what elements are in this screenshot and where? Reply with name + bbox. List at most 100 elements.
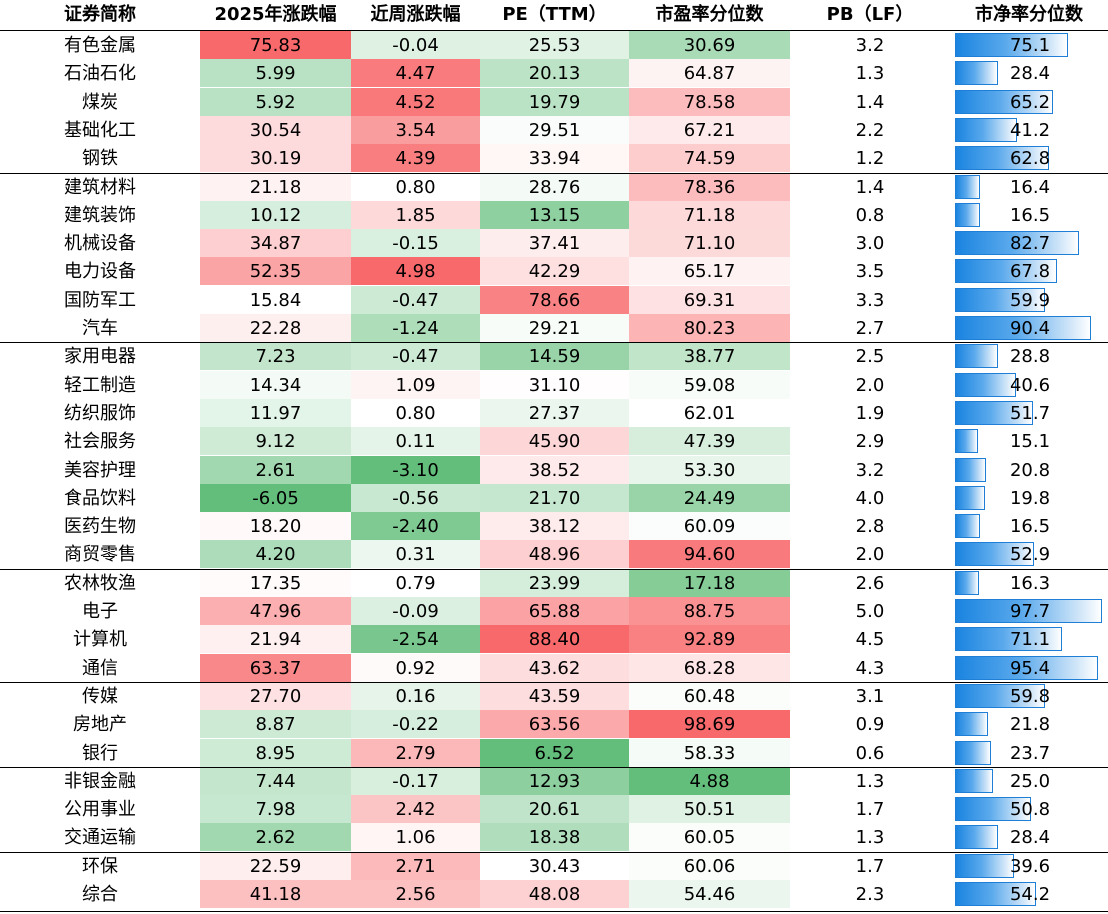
table-row: 房地产 8.87 -0.22 63.56 98.69 0.9 21.8 <box>0 710 1108 739</box>
pb-percentile-bar-track <box>955 457 1105 482</box>
cell-ytd-change: 21.18 <box>200 172 351 201</box>
cell-pb-percentile: 67.8 <box>1009 261 1051 283</box>
cell-ytd-change: 30.19 <box>200 144 351 173</box>
cell-pe-ttm: 45.90 <box>480 427 629 456</box>
cell-pb-percentile: 59.9 <box>1009 289 1051 311</box>
cell-pe-percentile: 59.08 <box>629 370 790 399</box>
cell-pe-percentile: 60.48 <box>629 681 790 710</box>
cell-pe-percentile: 17.18 <box>629 568 790 597</box>
cell-security-name: 银行 <box>82 742 118 764</box>
cell-pe-percentile: 69.31 <box>629 285 790 314</box>
pb-percentile-bar-track <box>955 316 1105 340</box>
cell-security-name: 非银金融 <box>64 770 136 792</box>
cell-pe-ttm: 29.51 <box>480 115 629 144</box>
cell-pb-percentile: 16.5 <box>1009 204 1051 226</box>
pb-percentile-bar <box>955 740 991 765</box>
cell-pe-ttm: 48.08 <box>480 880 629 908</box>
pb-percentile-bar-track <box>955 570 1105 595</box>
cell-weekly-change: 4.47 <box>351 59 480 88</box>
cell-security-name: 汽车 <box>82 318 118 339</box>
group-separator <box>0 172 1108 174</box>
cell-security-name: 美容护理 <box>64 459 136 481</box>
pb-percentile-bar <box>955 768 993 793</box>
table-row: 有色金属 75.83 -0.04 25.53 30.69 3.2 75.1 <box>0 31 1108 59</box>
cell-pb-percentile: 16.4 <box>1009 176 1051 198</box>
cell-pe-ttm: 88.40 <box>480 625 629 654</box>
cell-pe-percentile: 53.30 <box>629 455 790 484</box>
cell-security-name: 石油石化 <box>64 63 136 85</box>
table-row: 纺织服饰 11.97 0.80 27.37 62.01 1.9 51.7 <box>0 398 1108 427</box>
cell-pb-lf: 1.4 <box>855 91 885 113</box>
cell-pb-lf: 1.3 <box>855 63 885 85</box>
cell-pe-percentile: 30.69 <box>629 31 790 59</box>
cell-pe-ttm: 25.53 <box>480 31 629 59</box>
table-row: 通信 63.37 0.92 43.62 68.28 4.3 95.4 <box>0 653 1108 682</box>
cell-pe-ttm: 28.76 <box>480 172 629 201</box>
pb-percentile-bar <box>955 316 1091 340</box>
pb-percentile-bar <box>955 542 1035 567</box>
cell-pe-percentile: 94.60 <box>629 540 790 569</box>
cell-security-name: 钢铁 <box>82 148 118 170</box>
table-row: 综合 41.18 2.56 48.08 54.46 2.3 54.2 <box>0 880 1108 908</box>
cell-security-name: 通信 <box>82 657 118 679</box>
pb-percentile-bar <box>955 400 1033 425</box>
table-row: 钢铁 30.19 4.39 33.94 74.59 1.2 62.8 <box>0 144 1108 173</box>
cell-weekly-change: -0.09 <box>351 597 480 625</box>
pb-percentile-bar <box>955 146 1050 171</box>
table-row: 商贸零售 4.20 0.31 48.96 94.60 2.0 52.9 <box>0 540 1108 569</box>
cell-weekly-change: 3.54 <box>351 115 480 144</box>
cell-pe-percentile: 74.59 <box>629 144 790 173</box>
cell-pe-ttm: 21.70 <box>480 483 629 512</box>
table-row: 轻工制造 14.34 1.09 31.10 59.08 2.0 40.6 <box>0 370 1108 399</box>
pb-percentile-bar-track <box>955 655 1105 680</box>
cell-weekly-change: -0.22 <box>351 710 480 739</box>
table-row: 汽车 22.28 -1.24 29.21 80.23 2.7 90.4 <box>0 314 1108 342</box>
pb-percentile-bar-track <box>955 627 1105 652</box>
cell-pb-percentile: 16.3 <box>1009 572 1051 594</box>
cell-pb-lf: 3.0 <box>855 233 885 255</box>
pb-percentile-bar-track <box>955 768 1105 793</box>
cell-pb-percentile: 97.7 <box>1009 601 1051 622</box>
cell-ytd-change: 22.28 <box>200 314 351 342</box>
cell-pb-lf: 4.5 <box>855 629 885 651</box>
pb-percentile-bar <box>955 174 980 199</box>
cell-ytd-change: 2.61 <box>200 455 351 484</box>
cell-ytd-change: 22.59 <box>200 851 351 880</box>
cell-weekly-change: 0.80 <box>351 172 480 201</box>
pb-percentile-bar <box>955 655 1099 680</box>
cell-pe-ttm: 14.59 <box>480 342 629 371</box>
cell-pe-ttm: 29.21 <box>480 314 629 342</box>
table-row: 公用事业 7.98 2.42 20.61 50.51 1.7 50.8 <box>0 795 1108 824</box>
cell-pb-percentile: 19.8 <box>1009 487 1051 509</box>
cell-security-name: 纺织服饰 <box>64 402 136 424</box>
cell-ytd-change: 11.97 <box>200 398 351 427</box>
group-separator <box>0 766 1108 768</box>
cell-security-name: 农林牧渔 <box>64 572 136 594</box>
cell-ytd-change: 8.95 <box>200 738 351 767</box>
cell-pb-lf: 0.6 <box>855 742 885 764</box>
table-row: 美容护理 2.61 -3.10 38.52 53.30 3.2 20.8 <box>0 455 1108 484</box>
cell-pb-lf: 3.5 <box>855 261 885 283</box>
pb-percentile-bar-track <box>955 61 1105 86</box>
table-row: 电子 47.96 -0.09 65.88 88.75 5.0 97.7 <box>0 597 1108 625</box>
cell-pe-ttm: 43.59 <box>480 681 629 710</box>
header-weekly-change: 近周涨跌幅 <box>370 4 461 25</box>
cell-pb-lf: 2.5 <box>855 346 885 368</box>
cell-pb-lf: 2.0 <box>855 544 885 566</box>
pb-percentile-bar <box>955 853 1015 878</box>
cell-security-name: 基础化工 <box>64 119 136 141</box>
cell-pe-ttm: 78.66 <box>480 285 629 314</box>
header-pe-ttm: PE（TTM） <box>502 4 607 25</box>
cell-weekly-change: 2.56 <box>351 880 480 908</box>
cell-pe-percentile: 58.33 <box>629 738 790 767</box>
cell-pb-lf: 1.7 <box>855 855 885 877</box>
cell-security-name: 商贸零售 <box>64 544 136 566</box>
pb-percentile-bar <box>955 457 987 482</box>
table-bottom-border <box>0 911 1108 912</box>
cell-pb-lf: 0.8 <box>855 204 885 226</box>
cell-pe-percentile: 54.46 <box>629 880 790 908</box>
cell-security-name: 机械设备 <box>64 233 136 255</box>
header-ytd-change: 2025年涨跌幅 <box>214 4 337 25</box>
pb-percentile-bar <box>955 259 1057 284</box>
